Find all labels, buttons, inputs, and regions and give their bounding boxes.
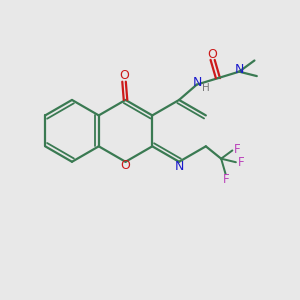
Text: H: H [202, 82, 209, 93]
Text: N: N [174, 160, 184, 173]
Text: O: O [119, 69, 129, 82]
Text: F: F [233, 143, 240, 156]
Text: F: F [223, 173, 230, 186]
Text: O: O [208, 47, 218, 61]
Text: N: N [235, 63, 244, 76]
Text: N: N [193, 76, 202, 89]
Text: O: O [121, 159, 130, 172]
Text: F: F [238, 156, 244, 169]
